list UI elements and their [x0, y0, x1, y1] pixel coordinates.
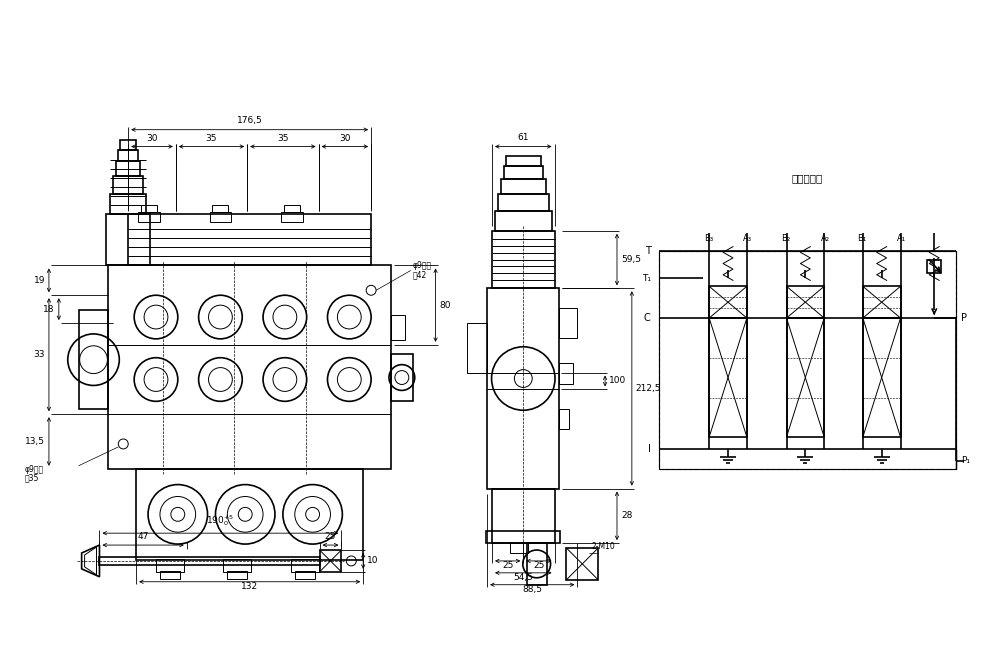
Text: 47: 47: [137, 532, 149, 541]
Text: 30: 30: [146, 134, 158, 143]
Text: 25: 25: [325, 532, 336, 541]
Bar: [501, 179, 546, 194]
Bar: [863, 318, 901, 437]
Bar: [128, 214, 371, 266]
Bar: [160, 571, 180, 579]
Bar: [495, 211, 552, 231]
Bar: [492, 231, 555, 288]
Bar: [120, 139, 136, 150]
Text: 28: 28: [621, 511, 632, 521]
Text: 61: 61: [518, 133, 529, 141]
Bar: [391, 315, 405, 340]
Bar: [79, 310, 108, 409]
Text: 液压原理图: 液压原理图: [792, 174, 823, 183]
Text: 10: 10: [367, 557, 379, 566]
Text: A₂: A₂: [821, 233, 830, 243]
Text: I: I: [648, 444, 651, 454]
Bar: [787, 318, 824, 437]
Text: 30: 30: [339, 134, 351, 143]
Bar: [118, 150, 138, 161]
Text: C: C: [644, 313, 651, 323]
Bar: [210, 212, 231, 222]
Bar: [506, 157, 541, 166]
Text: 陀42: 陀42: [413, 270, 427, 279]
Text: φ9通孔: φ9通孔: [413, 261, 432, 270]
Text: B₁: B₁: [857, 233, 866, 243]
Bar: [295, 571, 315, 579]
Text: 2-M10: 2-M10: [591, 542, 615, 551]
Text: 132: 132: [241, 582, 258, 591]
Text: P₁: P₁: [961, 456, 970, 465]
Text: 18: 18: [43, 304, 55, 313]
Bar: [227, 571, 247, 579]
Text: 100: 100: [609, 377, 626, 386]
Bar: [487, 288, 559, 488]
Text: 13,5: 13,5: [25, 437, 45, 446]
Bar: [156, 559, 184, 572]
Bar: [138, 212, 160, 222]
Text: 25: 25: [533, 561, 545, 570]
Bar: [212, 205, 228, 212]
Bar: [486, 531, 560, 543]
Bar: [787, 286, 824, 318]
Bar: [110, 194, 146, 214]
Bar: [709, 318, 747, 437]
Text: 80: 80: [440, 301, 451, 310]
Bar: [492, 488, 555, 543]
Bar: [136, 469, 363, 560]
Bar: [659, 251, 956, 469]
Text: φ9通孔: φ9通孔: [24, 464, 43, 473]
Bar: [559, 409, 569, 429]
Bar: [863, 286, 901, 318]
Bar: [527, 543, 547, 585]
Text: 190$^{+5}_{0}$: 190$^{+5}_{0}$: [206, 513, 234, 528]
Text: 59,5: 59,5: [621, 255, 641, 264]
Text: 176,5: 176,5: [237, 115, 263, 124]
Bar: [566, 548, 598, 580]
Bar: [106, 214, 150, 266]
Bar: [141, 205, 157, 212]
Text: 212,5: 212,5: [636, 384, 661, 393]
Text: 35: 35: [277, 134, 289, 143]
Bar: [108, 266, 391, 469]
Text: 54,5: 54,5: [513, 573, 533, 582]
Bar: [709, 286, 747, 318]
Bar: [281, 212, 303, 222]
Text: T: T: [645, 246, 651, 255]
Text: 25: 25: [502, 561, 513, 570]
Text: A₁: A₁: [897, 233, 906, 243]
Text: 35: 35: [206, 134, 217, 143]
Bar: [467, 323, 487, 373]
Text: T₁: T₁: [642, 274, 651, 283]
Bar: [504, 166, 543, 179]
Bar: [99, 557, 320, 565]
Text: 19: 19: [33, 276, 45, 285]
Bar: [113, 176, 143, 194]
Bar: [116, 161, 140, 176]
Bar: [927, 259, 941, 273]
Text: A₃: A₃: [743, 233, 752, 243]
Bar: [510, 543, 528, 553]
Bar: [559, 308, 577, 338]
Text: P: P: [961, 313, 967, 323]
Bar: [320, 550, 341, 572]
Text: 陀35: 陀35: [24, 473, 39, 482]
Bar: [391, 353, 413, 401]
Bar: [284, 205, 300, 212]
Bar: [498, 194, 549, 211]
Text: 33: 33: [33, 350, 45, 359]
Text: B₂: B₂: [781, 233, 790, 243]
Text: 88,5: 88,5: [522, 584, 542, 593]
Bar: [223, 559, 251, 572]
Bar: [291, 559, 319, 572]
Text: B₃: B₃: [704, 233, 713, 243]
Bar: [659, 251, 956, 469]
Bar: [559, 362, 573, 384]
